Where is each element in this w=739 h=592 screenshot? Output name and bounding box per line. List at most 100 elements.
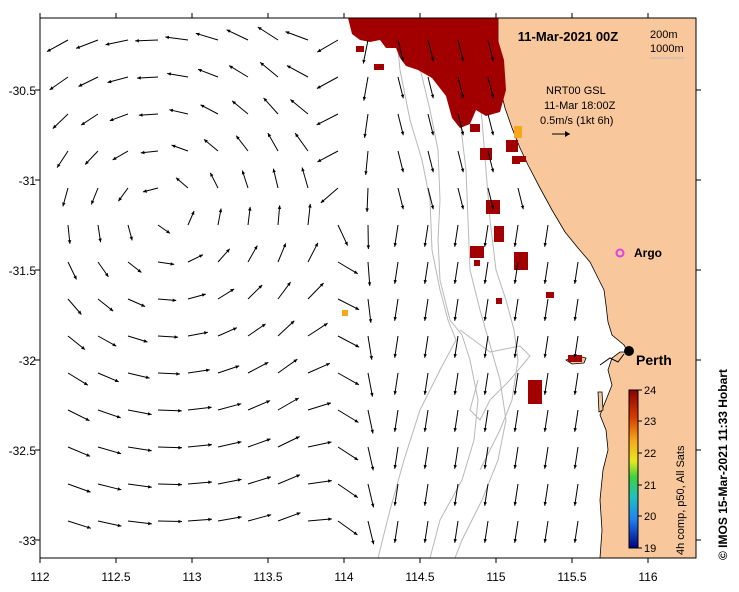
current-arrowhead	[47, 48, 51, 52]
current-arrowhead	[327, 441, 332, 445]
current-arrowhead	[109, 117, 114, 122]
current-arrowhead	[296, 474, 301, 478]
current-arrowhead	[178, 445, 182, 450]
current-arrowhead	[301, 167, 305, 172]
current-arrowhead	[272, 168, 276, 173]
current-arrow	[487, 150, 494, 173]
current-arrowhead	[293, 359, 298, 363]
current-arrowhead	[107, 79, 112, 84]
current-arrowhead	[543, 390, 547, 395]
current-arrowhead	[286, 65, 291, 69]
current-arrowhead	[393, 279, 397, 284]
current-arrow	[307, 282, 324, 300]
current-arrowhead	[423, 427, 427, 432]
current-arrow	[364, 113, 369, 138]
current-arrowhead	[143, 189, 147, 193]
current-arrow	[307, 480, 332, 485]
current-arrowhead	[393, 390, 397, 395]
current-arrowhead	[423, 538, 427, 543]
current-arrowhead	[423, 316, 427, 321]
current-arrow	[277, 436, 300, 448]
current-arrow	[484, 298, 489, 321]
current-arrow	[157, 483, 183, 486]
current-arrowhead	[393, 242, 397, 247]
current-arrowhead	[261, 323, 266, 328]
current-arrow	[544, 409, 549, 432]
current-arrow	[337, 446, 359, 461]
colorbar-tick: 19	[644, 543, 656, 555]
current-arrowhead	[195, 32, 200, 36]
current-arrowhead	[237, 478, 242, 482]
current-arrow	[157, 520, 183, 522]
current-arrow	[484, 409, 489, 432]
current-arrowhead	[78, 83, 83, 87]
current-arrow	[514, 483, 519, 506]
current-arrow	[337, 261, 359, 275]
current-arrowhead	[178, 482, 182, 487]
current-arrowhead	[513, 501, 517, 506]
current-arrowhead	[295, 133, 299, 138]
current-arrow	[277, 358, 298, 374]
current-arrowhead	[393, 353, 397, 358]
current-arrowhead	[490, 168, 495, 173]
current-arrowhead	[367, 282, 372, 286]
current-arrow	[397, 187, 404, 210]
current-arrow	[544, 483, 549, 506]
current-arrow	[217, 478, 242, 485]
current-arrow	[75, 39, 99, 49]
current-arrow	[217, 403, 242, 411]
current-arrowhead	[483, 427, 487, 432]
colorbar-title: 4h comp, p50, All Sats	[675, 445, 687, 555]
current-arrowhead	[430, 168, 435, 173]
current-arrowhead	[258, 285, 263, 289]
current-arrow	[337, 520, 358, 536]
sst-patches	[342, 18, 582, 404]
current-arrow	[514, 224, 519, 247]
current-arrowhead	[513, 390, 517, 395]
current-arrow	[127, 520, 152, 525]
current-arrowhead	[237, 515, 242, 520]
current-arrowhead	[226, 248, 230, 253]
current-arrow	[187, 518, 212, 522]
y-tick-label: -33	[19, 534, 37, 548]
current-arrow	[157, 372, 180, 375]
current-arrow	[67, 372, 89, 386]
current-arrowhead	[117, 451, 122, 455]
colorbar-tick: 23	[644, 416, 656, 428]
current-arrowhead	[171, 144, 176, 148]
current-arrow	[217, 441, 242, 448]
current-arrowhead	[167, 72, 172, 76]
current-arrowhead	[453, 316, 457, 321]
y-tick-label: -31.5	[9, 264, 37, 278]
current-arrow	[574, 520, 579, 543]
current-arrowhead	[573, 501, 577, 506]
current-arrow	[317, 39, 339, 53]
current-arrowhead	[423, 501, 427, 506]
current-arrow	[454, 446, 459, 469]
colorbar-tick: 20	[644, 511, 656, 523]
current-arrowhead	[140, 150, 145, 155]
current-arrow	[427, 187, 434, 210]
current-arrowhead	[320, 199, 325, 203]
depth-legend-200m: 200m	[650, 29, 678, 41]
current-arrow	[394, 298, 399, 321]
current-arrow	[487, 76, 494, 99]
current-arrow	[487, 39, 494, 62]
current-arrowhead	[282, 243, 286, 248]
current-arrow	[97, 483, 122, 491]
current-arrow	[290, 99, 309, 115]
current-arrow	[247, 476, 272, 485]
current-arrowhead	[423, 353, 427, 358]
current-arrowhead	[316, 121, 321, 125]
current-arrow	[484, 520, 489, 543]
current-arrow	[277, 320, 295, 337]
current-arrow	[307, 322, 328, 337]
current-arrow	[362, 39, 369, 64]
current-arrowhead	[148, 485, 152, 489]
current-arrow	[317, 150, 339, 163]
current-arrowhead	[83, 381, 88, 386]
current-arrow	[424, 446, 429, 469]
current-arrowhead	[430, 57, 435, 62]
current-arrowhead	[137, 268, 142, 273]
current-arrow	[157, 409, 182, 412]
